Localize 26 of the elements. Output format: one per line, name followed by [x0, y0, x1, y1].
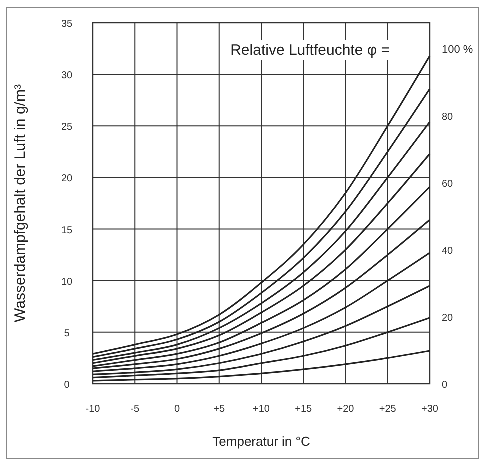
- x-tick-label: +25: [379, 404, 397, 415]
- x-tick-label: +30: [422, 404, 439, 415]
- x-tick-label: -10: [86, 404, 101, 415]
- y2-tick-label: 100 %: [442, 44, 474, 56]
- y-tick-label: 25: [61, 122, 73, 134]
- y-tick-label: 0: [64, 380, 70, 391]
- y-tick-label: 5: [64, 328, 70, 340]
- y-tick-label: 35: [61, 19, 73, 30]
- x-axis-title: Temperatur in °C: [212, 434, 310, 449]
- y-tick-label: 30: [61, 70, 73, 82]
- x-tick-label: +15: [295, 404, 313, 415]
- annotation: Relative Luftfeuchte φ =: [230, 42, 390, 59]
- y2-tick-label: 80: [442, 112, 454, 123]
- x-tick-label: +5: [214, 404, 226, 415]
- y-tick-label: 10: [61, 276, 73, 288]
- y2-tick-label: 60: [442, 178, 454, 190]
- x-tick-label: 0: [174, 404, 180, 415]
- y-axis-title: Wasserdampfgehalt der Luft in g/m³: [12, 84, 29, 322]
- y2-tick-label: 0: [442, 380, 448, 391]
- x-tick-label: +20: [337, 404, 355, 415]
- y-tick-label: 15: [61, 225, 73, 236]
- y2-tick-label: 40: [442, 246, 454, 257]
- y-tick-label: 20: [61, 174, 73, 185]
- x-tick-label: +10: [253, 404, 270, 415]
- y2-tick-label: 20: [442, 312, 454, 324]
- x-tick-label: -5: [130, 404, 140, 415]
